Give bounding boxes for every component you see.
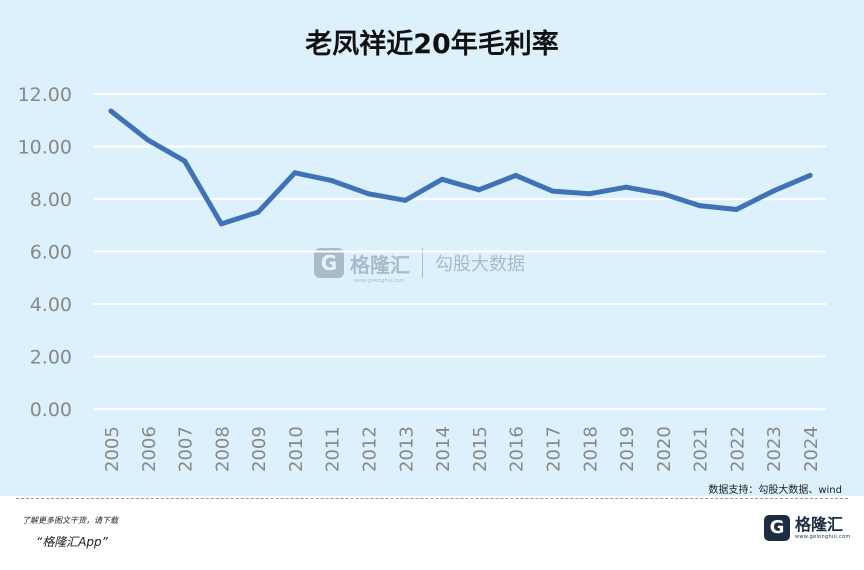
footer-note: 了解更多图文干货，请下载 <box>22 516 118 525</box>
data-point <box>586 191 592 197</box>
y-tick-label: 10.00 <box>18 137 72 159</box>
data-point <box>329 178 335 184</box>
y-tick-label: 0.00 <box>30 399 72 421</box>
x-tick-label: 2023 <box>764 426 785 472</box>
gelonghui-logo-icon: G <box>314 248 344 278</box>
data-point <box>439 176 445 182</box>
x-tick-label: 2011 <box>323 426 344 472</box>
x-tick-label: 2007 <box>176 426 197 472</box>
data-point <box>733 207 739 212</box>
x-tick-label: 2009 <box>249 426 270 472</box>
data-point <box>807 172 813 178</box>
data-point <box>549 188 555 194</box>
data-point <box>182 158 188 164</box>
watermark: G 格隆汇 www.gelonghui.com 勾股大数据 <box>314 248 525 284</box>
watermark-divider <box>422 248 423 278</box>
footer-app-name: “格隆汇App” <box>36 535 108 549</box>
x-tick-label: 2015 <box>470 426 491 472</box>
data-point <box>366 191 372 197</box>
x-tick-label: 2013 <box>396 426 417 472</box>
x-tick-label: 2021 <box>691 426 712 472</box>
watermark-url: www.gelonghui.com <box>354 278 405 284</box>
x-tick-label: 2008 <box>212 426 233 472</box>
x-tick-label: 2017 <box>543 426 564 472</box>
data-point <box>660 191 666 197</box>
y-axis-ticks: 0.00 2.00 4.00 6.00 8.00 10.00 12.00 <box>18 84 72 421</box>
x-tick-label: 2016 <box>507 426 528 472</box>
footer-logo-url: www.gelonghui.com <box>795 534 851 540</box>
data-point <box>770 188 776 194</box>
y-tick-label: 8.00 <box>30 189 72 211</box>
data-point <box>623 184 629 190</box>
footer-divider <box>16 498 848 499</box>
x-tick-label: 2024 <box>801 426 822 472</box>
x-tick-label: 2019 <box>617 426 638 472</box>
x-axis-ticks: 2005 2006 2007 2008 2009 2010 2011 2012 2013 2014… <box>102 426 822 472</box>
chart-panel <box>0 0 864 496</box>
data-point <box>145 137 151 143</box>
grid-lines <box>93 93 826 410</box>
x-tick-label: 2018 <box>580 426 601 472</box>
x-tick-label: 2010 <box>286 426 307 472</box>
x-tick-label: 2005 <box>102 426 123 472</box>
data-point <box>218 221 224 227</box>
y-tick-label: 4.00 <box>30 294 72 316</box>
gelonghui-logo-icon: G <box>764 515 790 541</box>
data-source: 数据支持：勾股大数据、wind <box>708 485 842 496</box>
series-line <box>108 108 813 227</box>
data-point <box>697 203 703 209</box>
x-tick-label: 2014 <box>433 426 454 472</box>
y-tick-label: 2.00 <box>30 347 72 369</box>
y-tick-label: 12.00 <box>18 84 72 106</box>
x-tick-label: 2022 <box>727 426 748 472</box>
data-point <box>513 172 519 178</box>
data-point <box>108 108 114 114</box>
data-point <box>255 209 261 215</box>
data-point <box>402 197 408 203</box>
data-point <box>292 170 298 176</box>
watermark-brand: 格隆汇 <box>350 252 410 277</box>
footer-logo[interactable]: G 格隆汇 www.gelonghui.com <box>764 515 851 541</box>
watermark-partner: 勾股大数据 <box>435 254 525 275</box>
x-tick-label: 2012 <box>360 426 381 472</box>
chart-title: 老凤祥近20年毛利率 <box>305 29 559 60</box>
series-group <box>108 108 813 227</box>
x-tick-label: 2006 <box>139 426 160 472</box>
data-point <box>476 187 482 193</box>
y-tick-label: 6.00 <box>30 242 72 264</box>
x-tick-label: 2020 <box>654 426 675 472</box>
footer-logo-text: 格隆汇 <box>795 515 844 534</box>
